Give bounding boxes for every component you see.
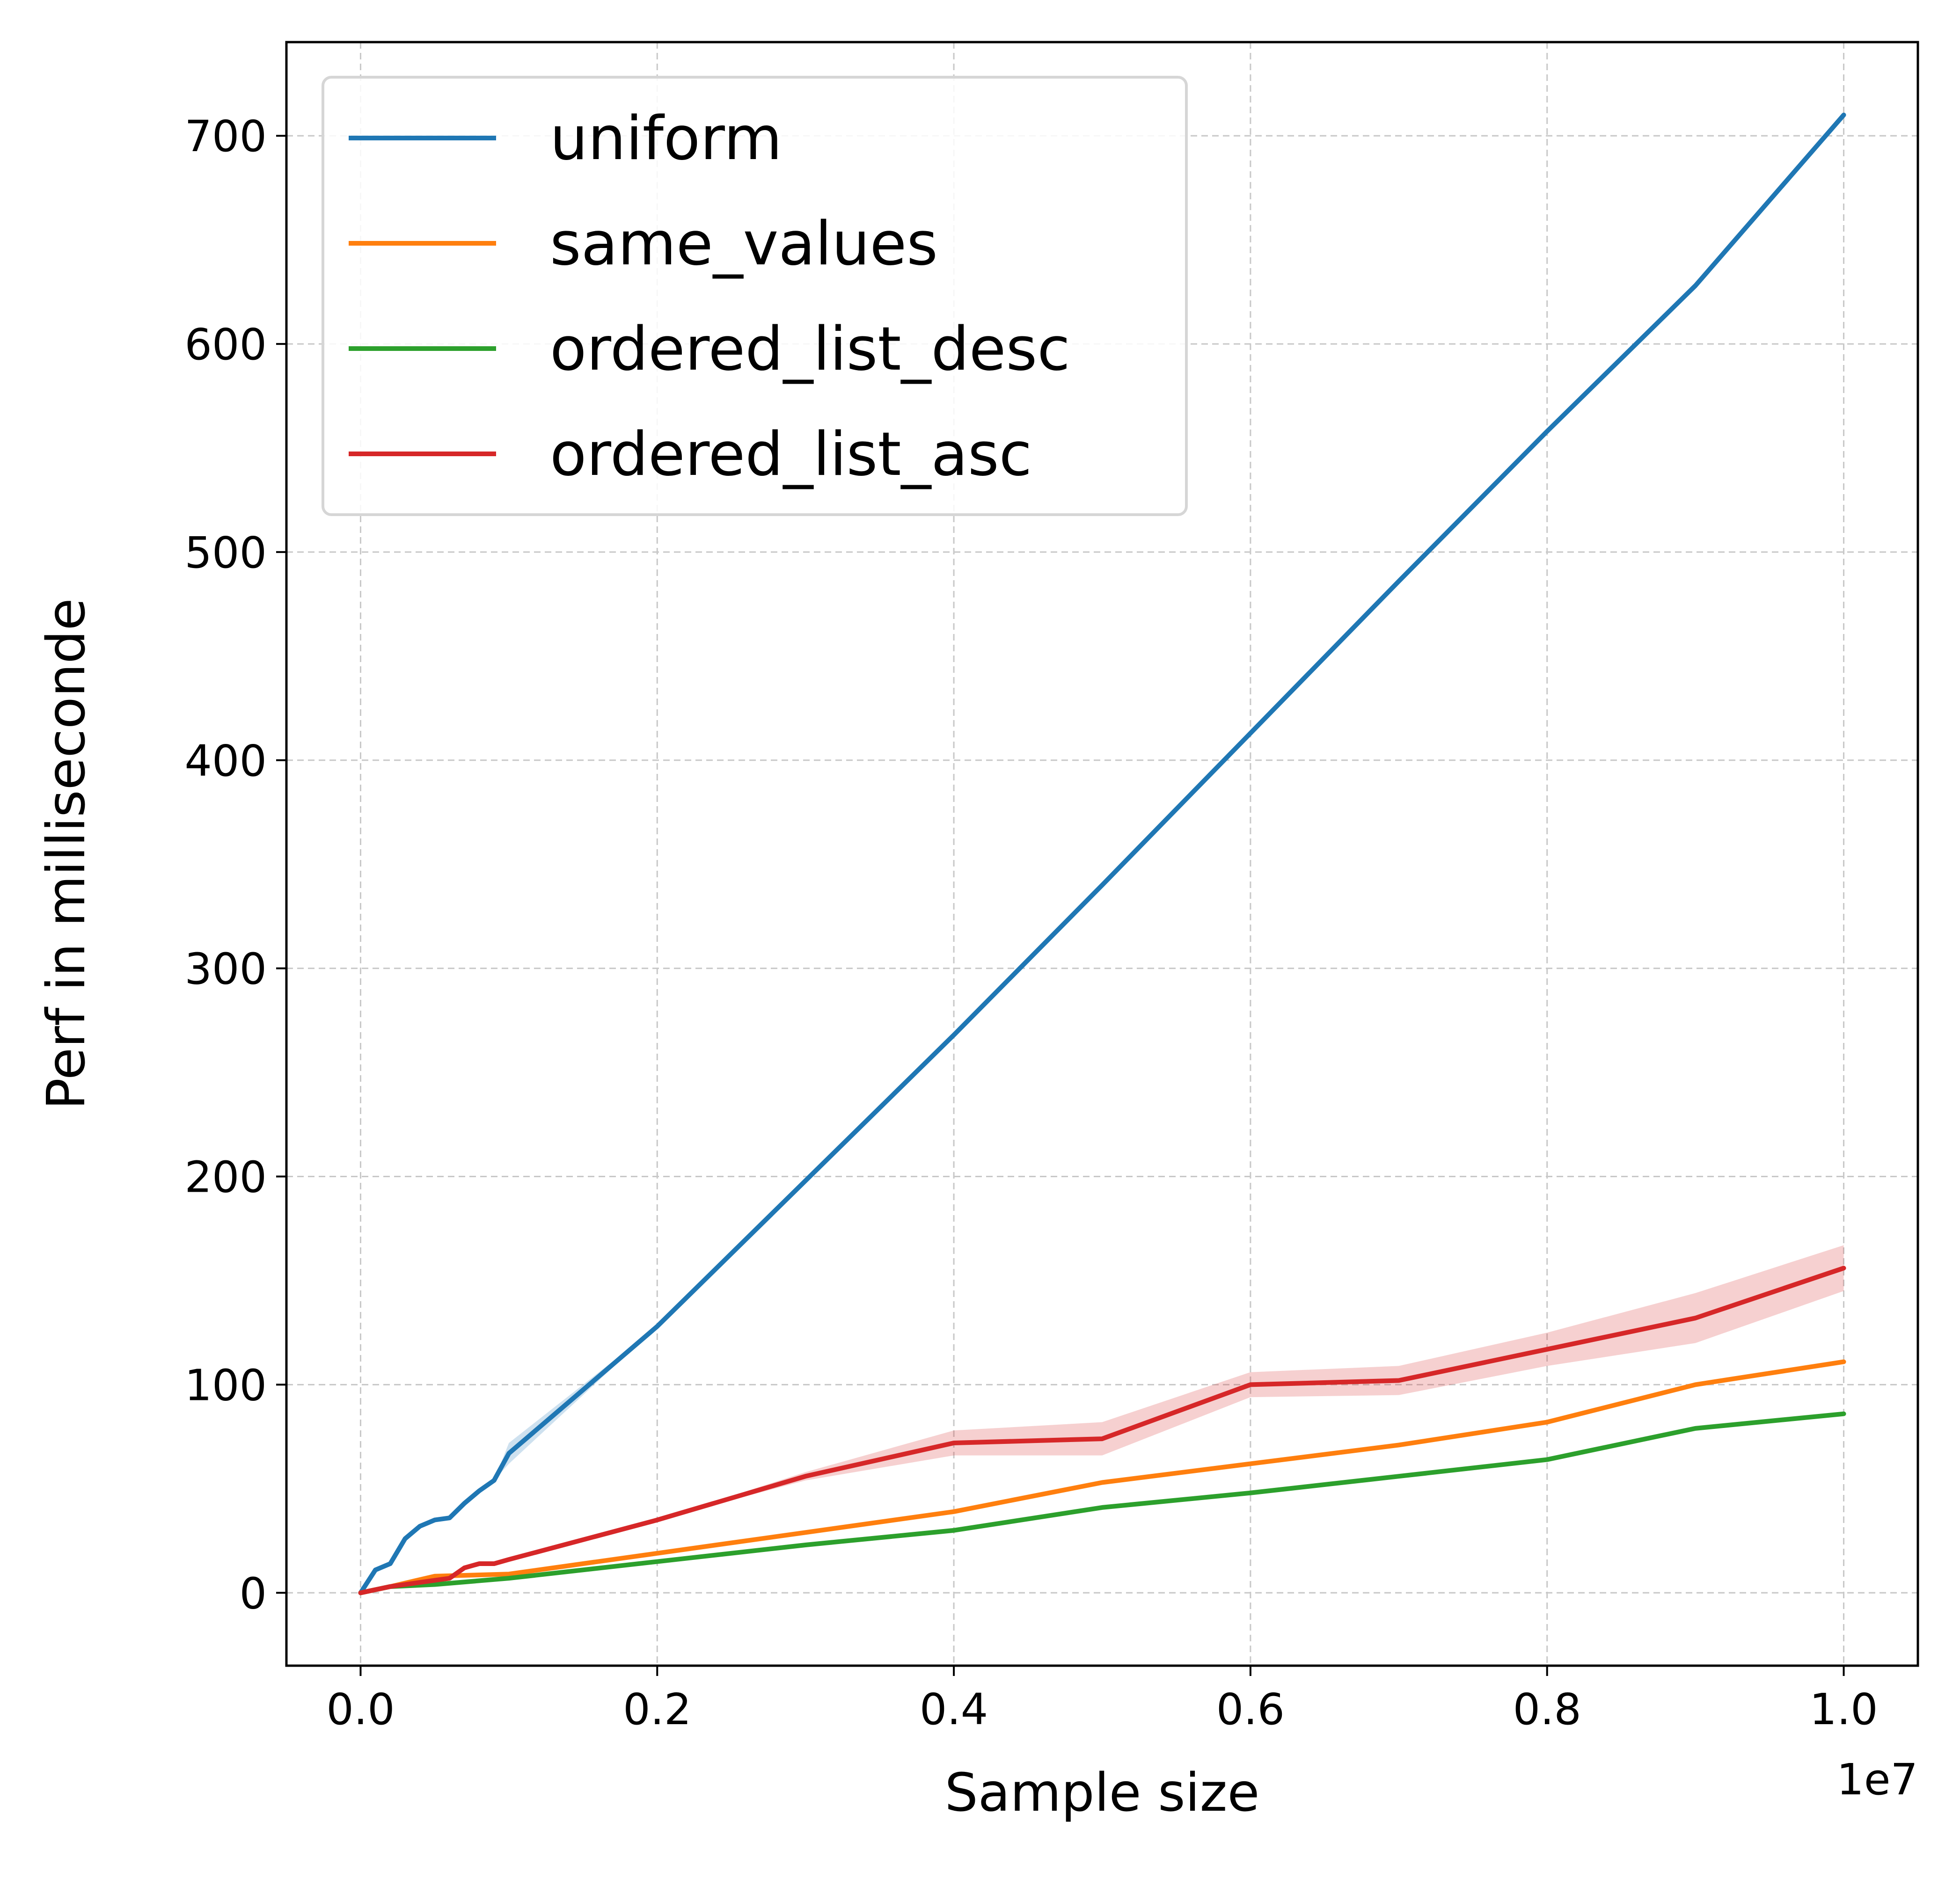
legend-entry-ordered-list-asc: ordered_list_asc	[349, 420, 1032, 489]
x-tick-label: 0.2	[623, 1684, 691, 1734]
y-axis-label: Perf in milliseconde	[36, 598, 97, 1109]
legend: uniform same_values ordered_list_descorder…	[322, 76, 1188, 516]
legend-box	[322, 76, 1188, 516]
x-tick-label: 1.0	[1809, 1684, 1878, 1734]
legend-entry-same-values: same_values	[349, 209, 938, 279]
legend-entry-ordered-list-desc: ordered_list_desc	[349, 314, 1070, 384]
band-uniform	[360, 115, 1844, 1593]
x-tick-label: 0.4	[920, 1684, 988, 1734]
series-line-uniform	[358, 112, 1846, 1595]
legend-label-ordered-list-desc: ordered_list_desc	[550, 314, 1070, 384]
series-line-ordered-list-asc	[358, 1266, 1846, 1595]
x-axis-offset-label: 1e7	[1836, 1755, 1918, 1805]
y-tick-label: 0	[239, 1568, 267, 1618]
x-axis-label: Sample size	[945, 1763, 1260, 1823]
legend-entry-uniform: uniform	[349, 104, 782, 174]
y-tick-label: 600	[184, 320, 267, 370]
ticks: 0.0 0.2 0.4 0.6 0.8 1.0 0 100 200 300 400 500 600 700	[184, 111, 1878, 1734]
plot-frame	[285, 41, 1919, 1667]
x-tick-label: 0.8	[1513, 1684, 1581, 1734]
y-tick-label: 100	[184, 1360, 267, 1410]
legend-label-same-values: same_values	[550, 209, 938, 279]
grid	[286, 42, 1918, 1666]
series-line-same-values	[358, 1359, 1846, 1595]
x-tick-label: 0.6	[1216, 1684, 1285, 1734]
series-line-ordered-list-desc	[358, 1411, 1846, 1595]
y-tick-label: 300	[184, 944, 267, 994]
legend-label-ordered-list-asc: ordered_list_asc	[550, 420, 1032, 489]
legend-label-uniform: uniform	[550, 104, 782, 174]
y-tick-label: 400	[184, 736, 267, 786]
y-tick-label: 200	[184, 1152, 267, 1202]
y-tick-label: 700	[184, 111, 267, 161]
confidence-bands	[360, 115, 1844, 1593]
x-tick-label: 0.0	[326, 1684, 395, 1734]
series-lines	[358, 112, 1846, 1595]
y-tick-label: 500	[184, 528, 267, 578]
